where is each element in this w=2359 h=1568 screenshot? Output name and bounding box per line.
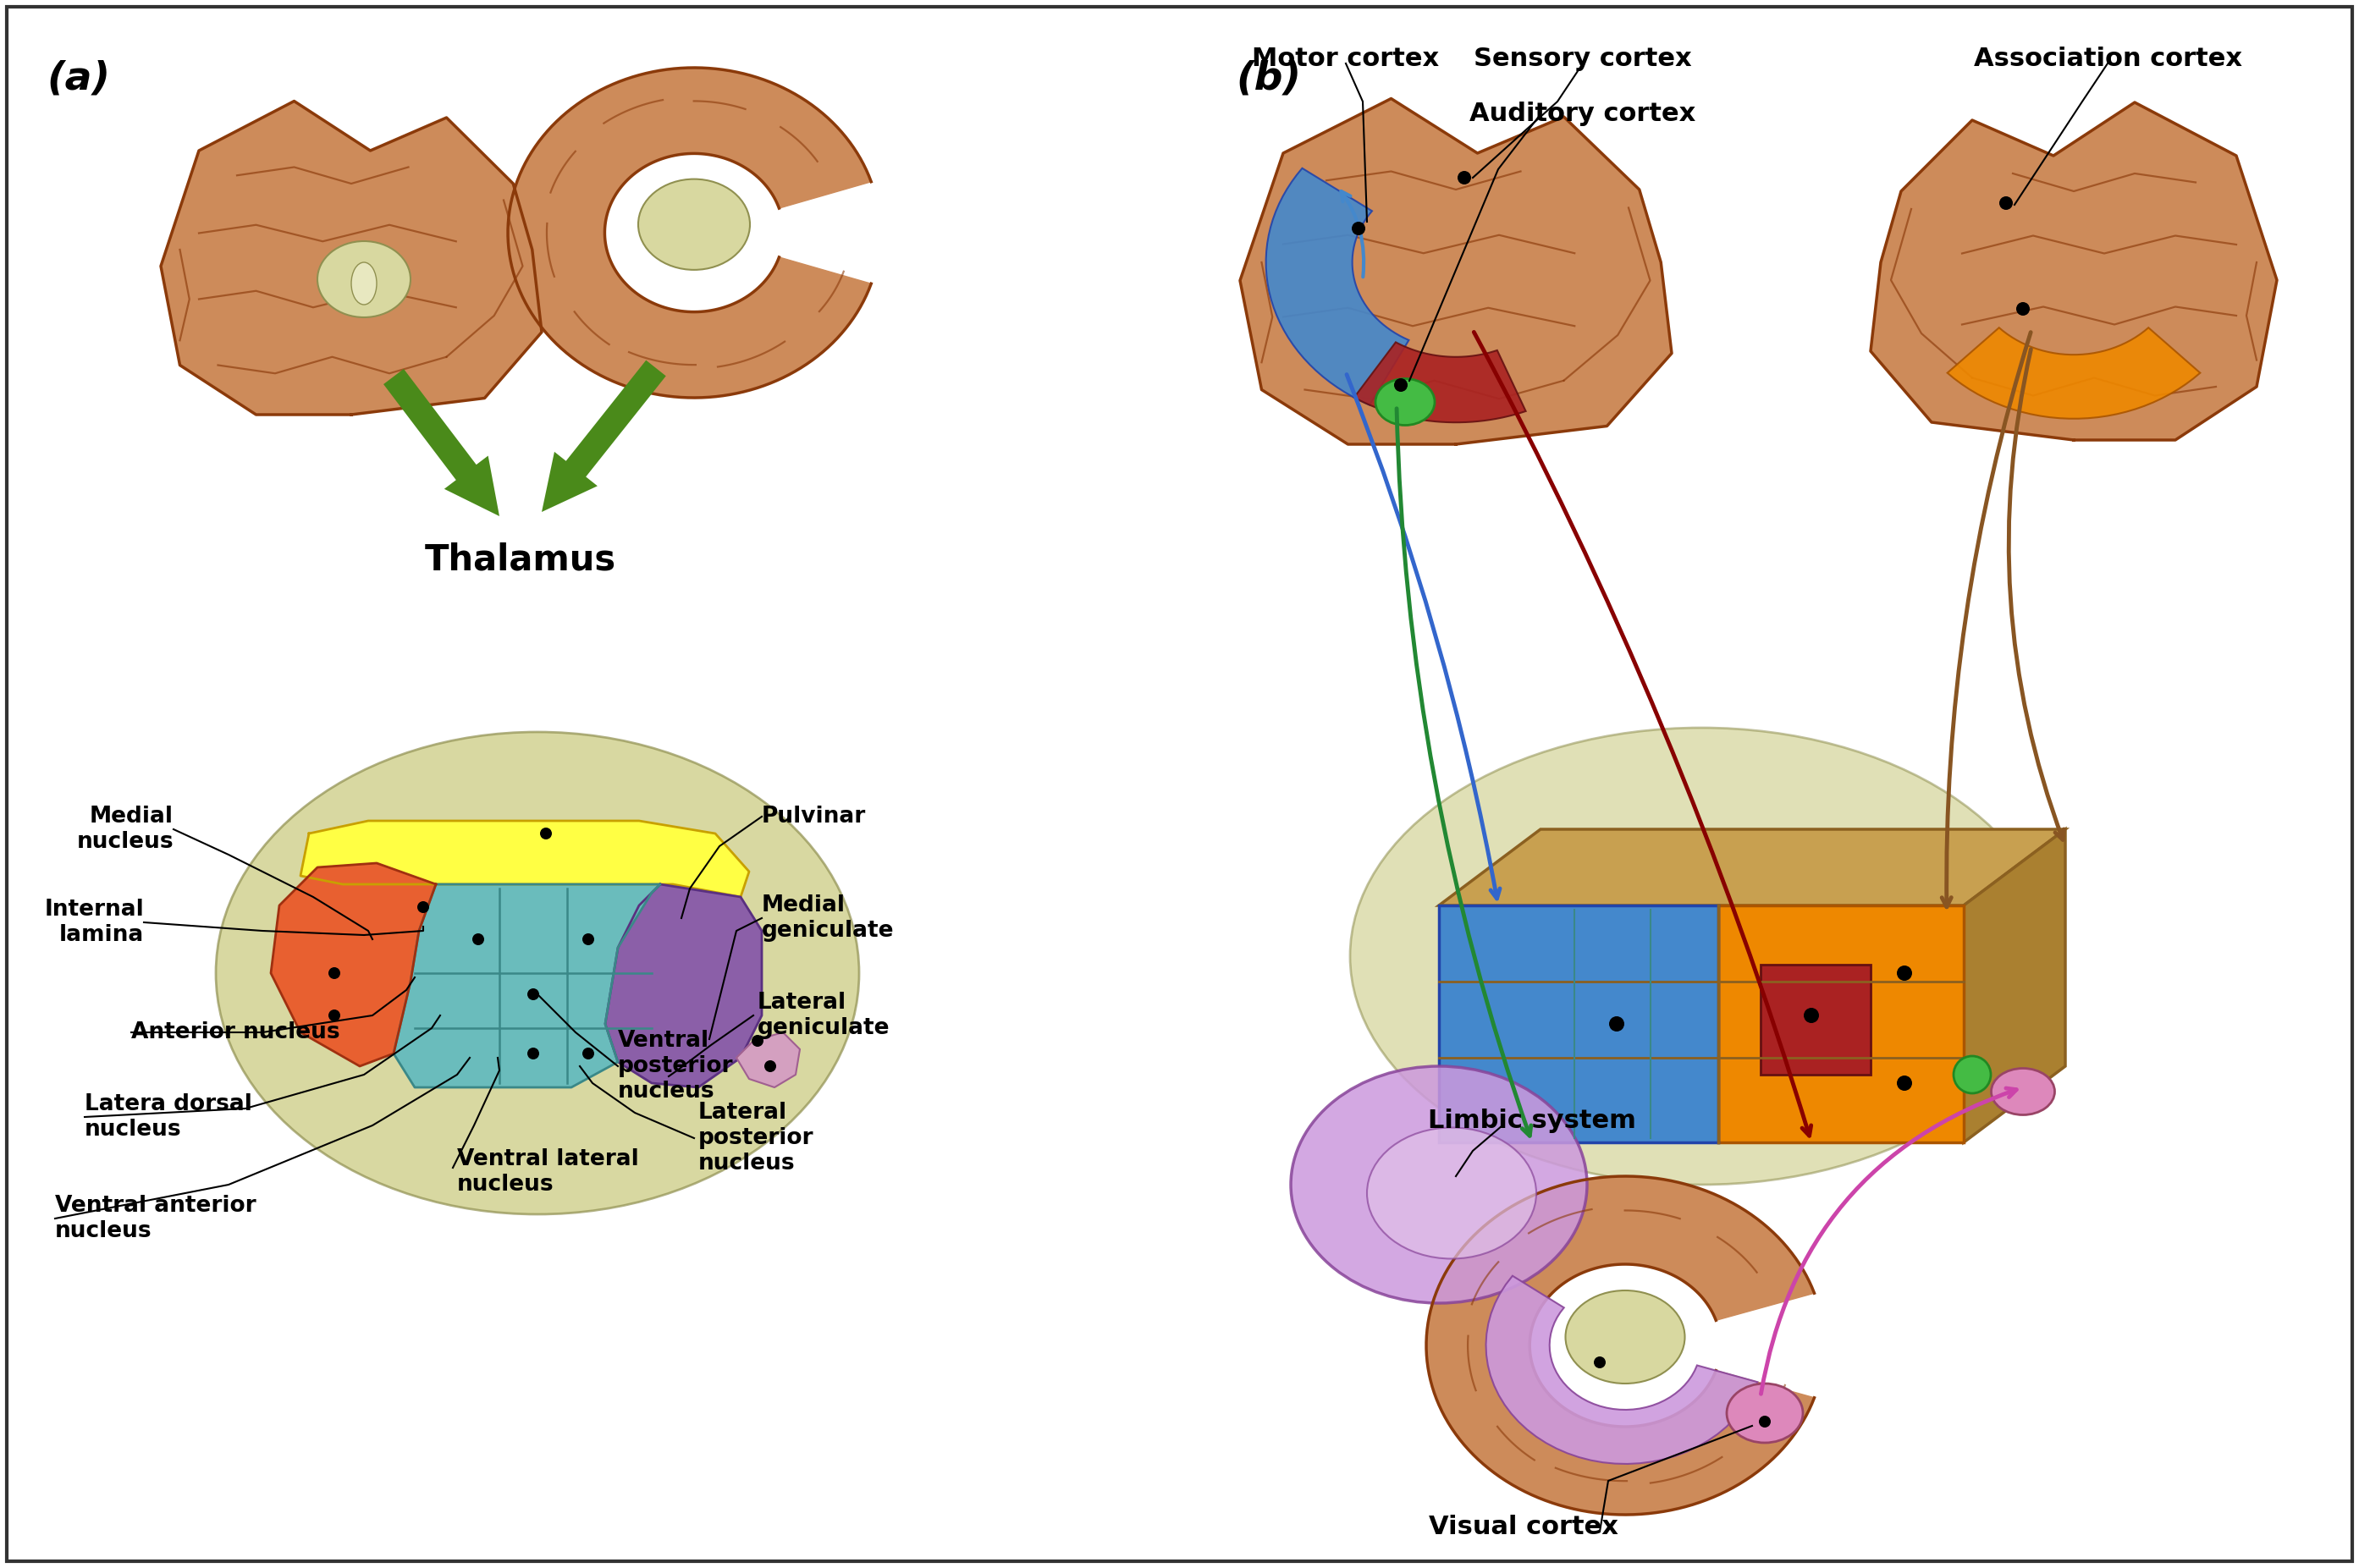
Circle shape [583,1047,594,1060]
Ellipse shape [351,262,377,304]
Polygon shape [1241,99,1673,444]
Ellipse shape [1290,1066,1588,1303]
Ellipse shape [1991,1068,2055,1115]
Ellipse shape [1727,1383,1802,1443]
Polygon shape [1760,964,1871,1074]
Circle shape [2017,303,2029,315]
Circle shape [1609,1016,1625,1032]
Circle shape [1458,171,1472,185]
Text: Anterior nucleus: Anterior nucleus [132,1021,340,1043]
Text: Limbic system: Limbic system [1427,1109,1637,1134]
FancyArrowPatch shape [2010,350,2064,840]
FancyArrowPatch shape [1340,191,1364,278]
Polygon shape [300,820,750,897]
Text: Lateral
geniculate: Lateral geniculate [757,991,889,1040]
Ellipse shape [1566,1290,1684,1383]
Circle shape [328,1010,340,1021]
Text: Motor cortex: Motor cortex [1253,47,1439,71]
Text: (a): (a) [47,60,111,97]
Ellipse shape [1349,728,2052,1185]
Circle shape [583,933,594,946]
Text: Thalamus: Thalamus [425,541,616,577]
Text: Ventral lateral
nucleus: Ventral lateral nucleus [458,1148,639,1196]
Circle shape [1394,378,1408,392]
Circle shape [540,828,552,839]
Text: Association cortex: Association cortex [1974,47,2241,71]
Text: Sensory cortex: Sensory cortex [1474,47,1691,71]
Polygon shape [606,884,762,1087]
Ellipse shape [215,732,859,1214]
Circle shape [764,1060,776,1073]
Circle shape [753,1035,764,1047]
Circle shape [328,967,340,978]
Text: Medial
nucleus: Medial nucleus [75,806,175,853]
FancyArrowPatch shape [1474,332,1812,1135]
Circle shape [528,1047,540,1060]
Polygon shape [1427,1176,1814,1515]
Text: Medial
geniculate: Medial geniculate [762,894,894,942]
Polygon shape [271,862,436,1066]
Circle shape [1352,221,1366,235]
FancyArrowPatch shape [1397,409,1531,1135]
FancyArrowPatch shape [1941,332,2031,906]
Text: Ventral
posterior
nucleus: Ventral posterior nucleus [618,1030,734,1102]
Circle shape [418,902,429,913]
Polygon shape [1717,905,1963,1143]
Circle shape [1897,966,1913,980]
Polygon shape [1946,328,2201,419]
Polygon shape [1267,168,1408,405]
Ellipse shape [1366,1127,1536,1259]
Circle shape [2000,196,2012,210]
Circle shape [1760,1416,1772,1427]
Text: (b): (b) [1236,60,1302,97]
Polygon shape [1439,905,1717,1143]
Polygon shape [1871,102,2276,441]
Circle shape [1897,1076,1913,1091]
Circle shape [528,988,540,1000]
Polygon shape [507,67,870,398]
Text: Visual cortex: Visual cortex [1430,1515,1618,1540]
Ellipse shape [639,179,750,270]
Text: Ventral anterior
nucleus: Ventral anterior nucleus [54,1195,257,1242]
FancyArrowPatch shape [1347,375,1500,898]
Polygon shape [160,100,543,414]
Polygon shape [1354,342,1526,422]
Polygon shape [385,368,500,516]
Text: Internal
lamina: Internal lamina [45,898,144,946]
Text: Pulvinar: Pulvinar [762,806,866,828]
Circle shape [1595,1356,1606,1369]
Polygon shape [394,884,661,1087]
Circle shape [472,933,484,946]
Text: Auditory cortex: Auditory cortex [1470,102,1696,125]
Circle shape [1953,1057,1991,1093]
Polygon shape [1963,829,2064,1143]
Text: Latera dorsal
nucleus: Latera dorsal nucleus [85,1093,252,1140]
Polygon shape [609,157,778,307]
Text: Lateral
posterior
nucleus: Lateral posterior nucleus [698,1102,814,1174]
Ellipse shape [318,241,410,317]
Polygon shape [1533,1269,1715,1422]
FancyArrowPatch shape [1760,1088,2017,1394]
Polygon shape [1439,829,2064,905]
Ellipse shape [1375,379,1434,425]
Polygon shape [1486,1276,1757,1465]
Polygon shape [736,1032,800,1087]
Polygon shape [543,361,665,511]
Circle shape [1805,1008,1819,1022]
